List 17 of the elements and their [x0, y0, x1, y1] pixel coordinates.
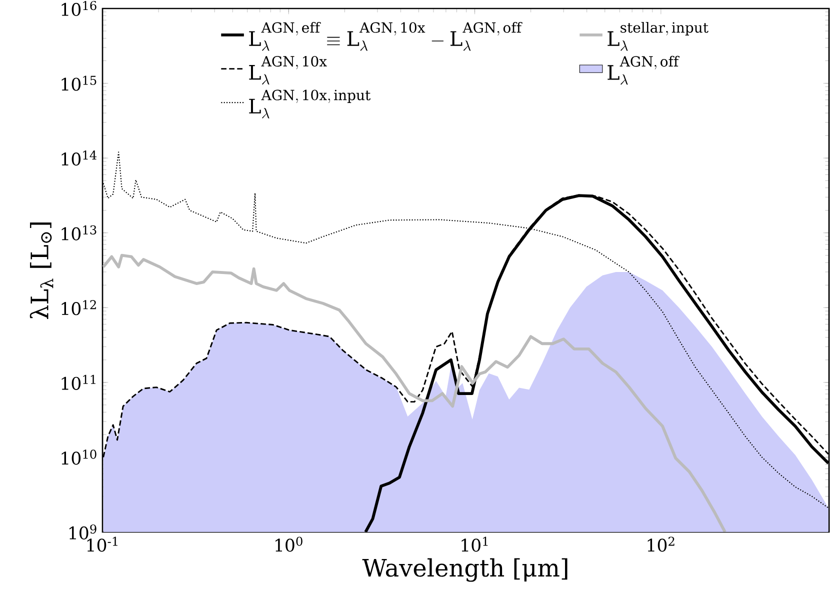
y-tick-label: 10$^{15}$	[62, 76, 96, 91]
legend-label: $\mathrm{L}_\lambda^{\mathrm{stellar,\,input}}$	[608, 22, 708, 51]
x-tick-label: 10$^{1}$	[462, 536, 488, 552]
y-tick-label: 10$^{16}$	[62, 0, 96, 16]
legend-label: $\mathrm{L}_\lambda^{\mathrm{AGN,\,10x,\,input}}$	[249, 90, 371, 118]
x-tick-label: 10$^{0}$	[276, 536, 302, 552]
y-tick-label: 10$^{14}$	[62, 150, 97, 166]
x-tick-label: 10$^{2}$	[648, 536, 674, 552]
y-tick-label: 10$^{11}$	[62, 374, 96, 390]
x-axis-title: Wavelength [μm]	[362, 558, 568, 582]
y-tick-label: 10$^{10}$	[62, 450, 96, 465]
legend-label: $\mathrm{L}_\lambda^{\mathrm{AGN,\,10x}}$	[249, 56, 327, 85]
y-axis-title: λL$_{λ}$ [L$_{⊙}$]	[30, 222, 54, 319]
legend-label: $\mathrm{L}_\lambda^{\mathrm{AGN,\,off}}$	[608, 56, 680, 85]
y-tick-label: 10$^{12}$	[62, 300, 96, 316]
legend-label: $\mathrm{L}_\lambda^{\mathrm{AGN,\,eff}} \equiv \mathrm{L}_\lambda^{\mathrm{AGN,\,10x}} - \mathrm{L}_\lambda^{\mathrm{AGN,\,off}}$	[249, 22, 522, 51]
y-tick-label: 10$^{13}$	[62, 225, 96, 240]
